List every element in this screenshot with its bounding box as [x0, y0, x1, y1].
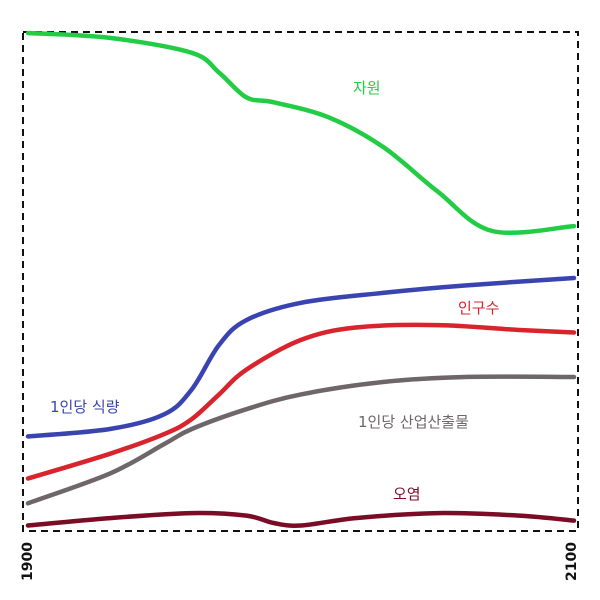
series-line-industrial-output-per-capita — [25, 374, 577, 506]
x-tick-label-2100: 2100 — [564, 542, 580, 581]
series-line-food-per-capita — [25, 275, 577, 439]
series-line-pollution — [25, 510, 577, 528]
tick-layer: 1900 2100 — [20, 542, 580, 581]
series-layer — [25, 30, 577, 528]
series-label-population: 인구수 — [458, 299, 499, 317]
series-label-industrial-output-per-capita: 1인당 산업산출물 — [358, 413, 469, 431]
series-label-pollution: 오염 — [393, 485, 421, 503]
series-line-population — [25, 322, 577, 481]
plot-frame — [22, 31, 579, 532]
x-tick-label-1900: 1900 — [20, 542, 36, 581]
series-line-resources — [25, 30, 577, 236]
series-label-resources: 자원 — [353, 79, 381, 97]
series-label-food-per-capita: 1인당 식량 — [50, 398, 120, 416]
